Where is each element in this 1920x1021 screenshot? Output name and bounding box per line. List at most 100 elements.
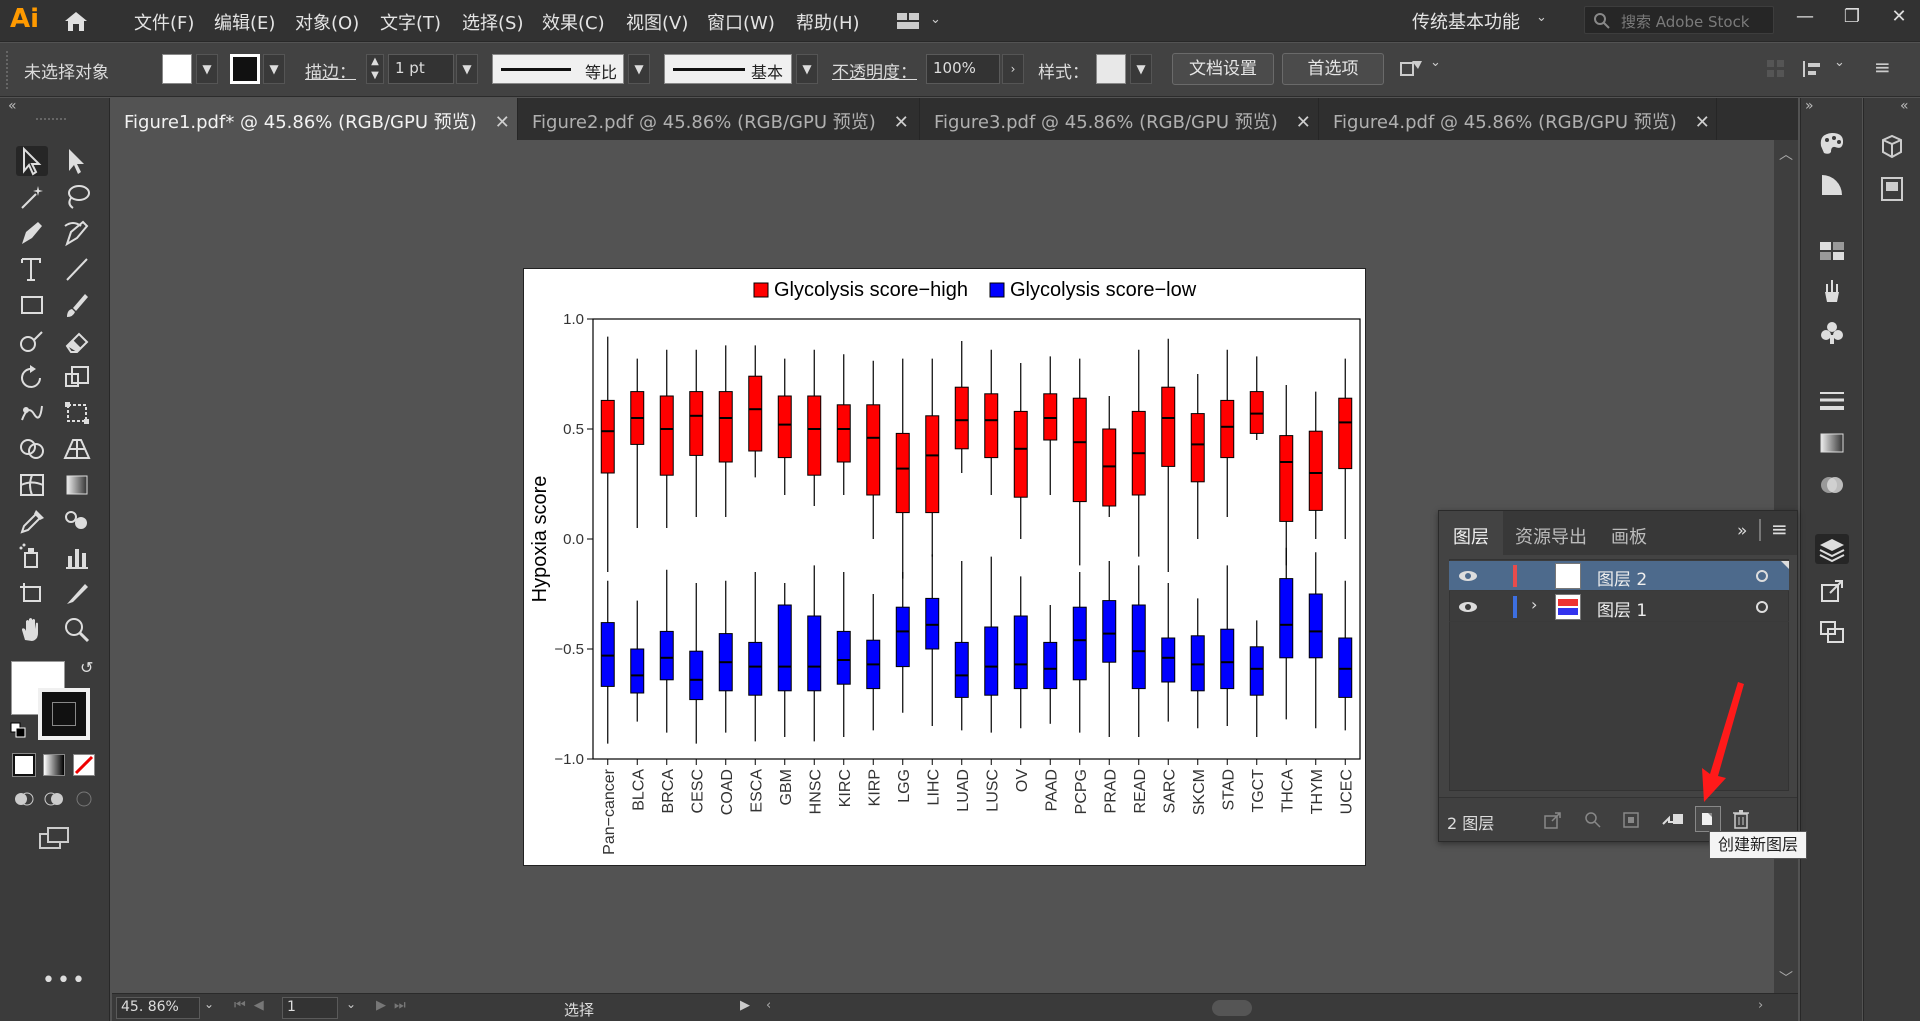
scroll-right-arrow[interactable]: › [1758,998,1764,1013]
stroke-color-box[interactable] [38,688,90,740]
screen-mode-icon[interactable] [38,826,72,858]
collapse-panel-icon[interactable]: » [1737,521,1748,541]
panel-menu-icon[interactable]: ≡ [1771,517,1788,541]
stroke-stepper[interactable]: ▲ ▼ [366,54,384,84]
eraser-tool-icon[interactable] [61,326,93,356]
menu-item[interactable]: 选择(S) [462,13,524,34]
swatches-icon[interactable] [1815,236,1849,266]
selection-tool-icon[interactable] [16,146,48,176]
chevron-down-icon[interactable]: ⌄ [1834,55,1845,70]
layer-name[interactable]: 图层 1 [1597,601,1648,621]
menu-item[interactable]: 效果(C) [542,13,605,34]
hand-tool-icon[interactable] [16,614,48,644]
shape-builder-tool-icon[interactable] [16,434,48,464]
zoom-field[interactable]: 45. 86% [116,997,200,1019]
restore-button[interactable]: ❐ [1843,6,1861,27]
layer-row-1[interactable]: › 图层 1 [1449,592,1789,622]
layers-icon[interactable] [1815,534,1849,564]
artboard[interactable]: 1.0 0.5 0.0 −0.5 −1.0 Hypoxia score Glycolysis… [523,268,1366,866]
menu-item[interactable]: 窗口(W) [707,13,775,34]
opacity-arrow[interactable]: › [1002,54,1024,84]
none-mode-icon[interactable] [73,754,95,776]
color-guide-icon[interactable] [1815,170,1849,200]
line-tool-icon[interactable] [61,254,93,284]
brush-dropdown[interactable]: ▼ [796,54,818,84]
pen-tool-icon[interactable] [16,218,48,248]
scale-tool-icon[interactable] [61,362,93,392]
expand-icon[interactable]: « [1900,98,1909,114]
expand-icon[interactable]: » [1805,98,1814,114]
gradient-panel-icon[interactable] [1815,428,1849,458]
panel-tab[interactable]: 资源导出 [1515,527,1587,548]
color-mode-icon[interactable] [12,753,36,777]
layer-name[interactable]: 图层 2 [1597,570,1648,590]
graphic-style-swatch[interactable] [1096,54,1126,84]
tab-document[interactable]: Figure1.pdf* @ 45.86% (RGB/GPU 预览) ✕ [112,98,518,140]
cc-libraries-icon[interactable] [1875,174,1909,204]
fill-swatch[interactable] [162,54,192,84]
menu-item[interactable]: 帮助(H) [796,13,860,34]
mesh-tool-icon[interactable] [16,470,48,500]
draw-normal-icon[interactable] [13,788,35,814]
workspace-switcher[interactable]: 传统基本功能 [1412,12,1520,33]
symbols-icon[interactable] [1815,318,1849,348]
target-ring-icon[interactable] [1756,570,1768,582]
swap-colors-icon[interactable]: ↺ [80,658,94,677]
close-tab-icon[interactable]: ✕ [1694,112,1710,133]
artboard-next-buttons[interactable]: ▶⏭ [376,998,414,1013]
collapse-icon[interactable]: « [8,98,17,114]
lasso-tool-icon[interactable] [61,182,93,212]
perspective-grid-tool-icon[interactable] [61,434,93,464]
control-menu-icon[interactable]: ≡ [1874,55,1891,79]
create-new-layer-button[interactable] [1695,806,1721,832]
direct-selection-tool-icon[interactable] [61,146,93,176]
target-ring-icon[interactable] [1756,601,1768,613]
stock-search-input[interactable]: 搜索 Adobe Stock [1584,6,1774,34]
opacity-field[interactable]: 100% [926,54,1000,84]
rectangle-tool-icon[interactable] [16,290,48,320]
menu-item[interactable]: 编辑(E) [214,13,276,34]
close-tab-icon[interactable]: ✕ [893,112,909,133]
edit-toolbar-icon[interactable]: ••• [42,968,87,993]
arrange-documents-icon[interactable] [896,11,922,31]
chevron-down-icon[interactable]: ⌄ [930,12,941,27]
home-icon[interactable] [62,9,90,33]
delete-layer-icon[interactable] [1731,808,1751,834]
artboard-prev-buttons[interactable]: ⏮◀ [234,998,272,1013]
magic-wand-tool-icon[interactable] [16,182,48,212]
artboards-icon[interactable] [1815,616,1849,646]
minimize-button[interactable]: — [1796,6,1814,27]
chevron-down-icon[interactable]: ⌄ [1536,10,1547,25]
preferences-button[interactable]: 首选项 [1282,53,1384,85]
draw-behind-icon[interactable] [43,788,65,814]
stroke-weight-dropdown[interactable]: ▼ [456,54,478,84]
curvature-tool-icon[interactable] [61,218,93,248]
shaper-tool-icon[interactable] [16,326,48,356]
visibility-eye-icon[interactable] [1457,567,1479,585]
scroll-left-arrow[interactable]: ‹ [766,998,772,1013]
rotate-tool-icon[interactable] [16,362,48,392]
panel-tab[interactable]: 图层 [1439,511,1503,555]
scroll-down-arrow[interactable]: ﹀ [1779,971,1793,987]
color-panel-icon[interactable] [1815,128,1849,158]
close-tab-icon[interactable]: ✕ [1295,112,1311,133]
close-window-button[interactable]: ✕ [1891,6,1907,27]
status-menu-arrow[interactable]: ▶ [740,998,750,1013]
slice-tool-icon[interactable] [61,578,93,608]
graphic-style-dropdown[interactable]: ▼ [1130,54,1152,84]
transparency-icon[interactable] [1815,470,1849,500]
type-tool-icon[interactable] [16,254,48,284]
scroll-up-arrow[interactable]: ︿ [1779,147,1793,163]
zoom-tool-icon[interactable] [61,614,93,644]
artboard-number-field[interactable]: 1 [282,997,338,1019]
tab-document[interactable]: Figure2.pdf @ 45.86% (RGB/GPU 预览) ✕ [520,98,920,140]
export-icon[interactable] [1543,810,1563,834]
brushes-icon[interactable] [1815,276,1849,306]
artboard-tool-icon[interactable] [16,578,48,608]
expand-layer-arrow[interactable]: › [1531,595,1538,614]
menu-item[interactable]: 文字(T) [380,13,442,34]
clipping-mask-icon[interactable] [1621,810,1641,834]
stroke-weight-field[interactable]: 1 pt [388,54,454,84]
chevron-down-icon[interactable]: ⌄ [1430,55,1441,70]
profile-dropdown[interactable]: ▼ [628,54,650,84]
